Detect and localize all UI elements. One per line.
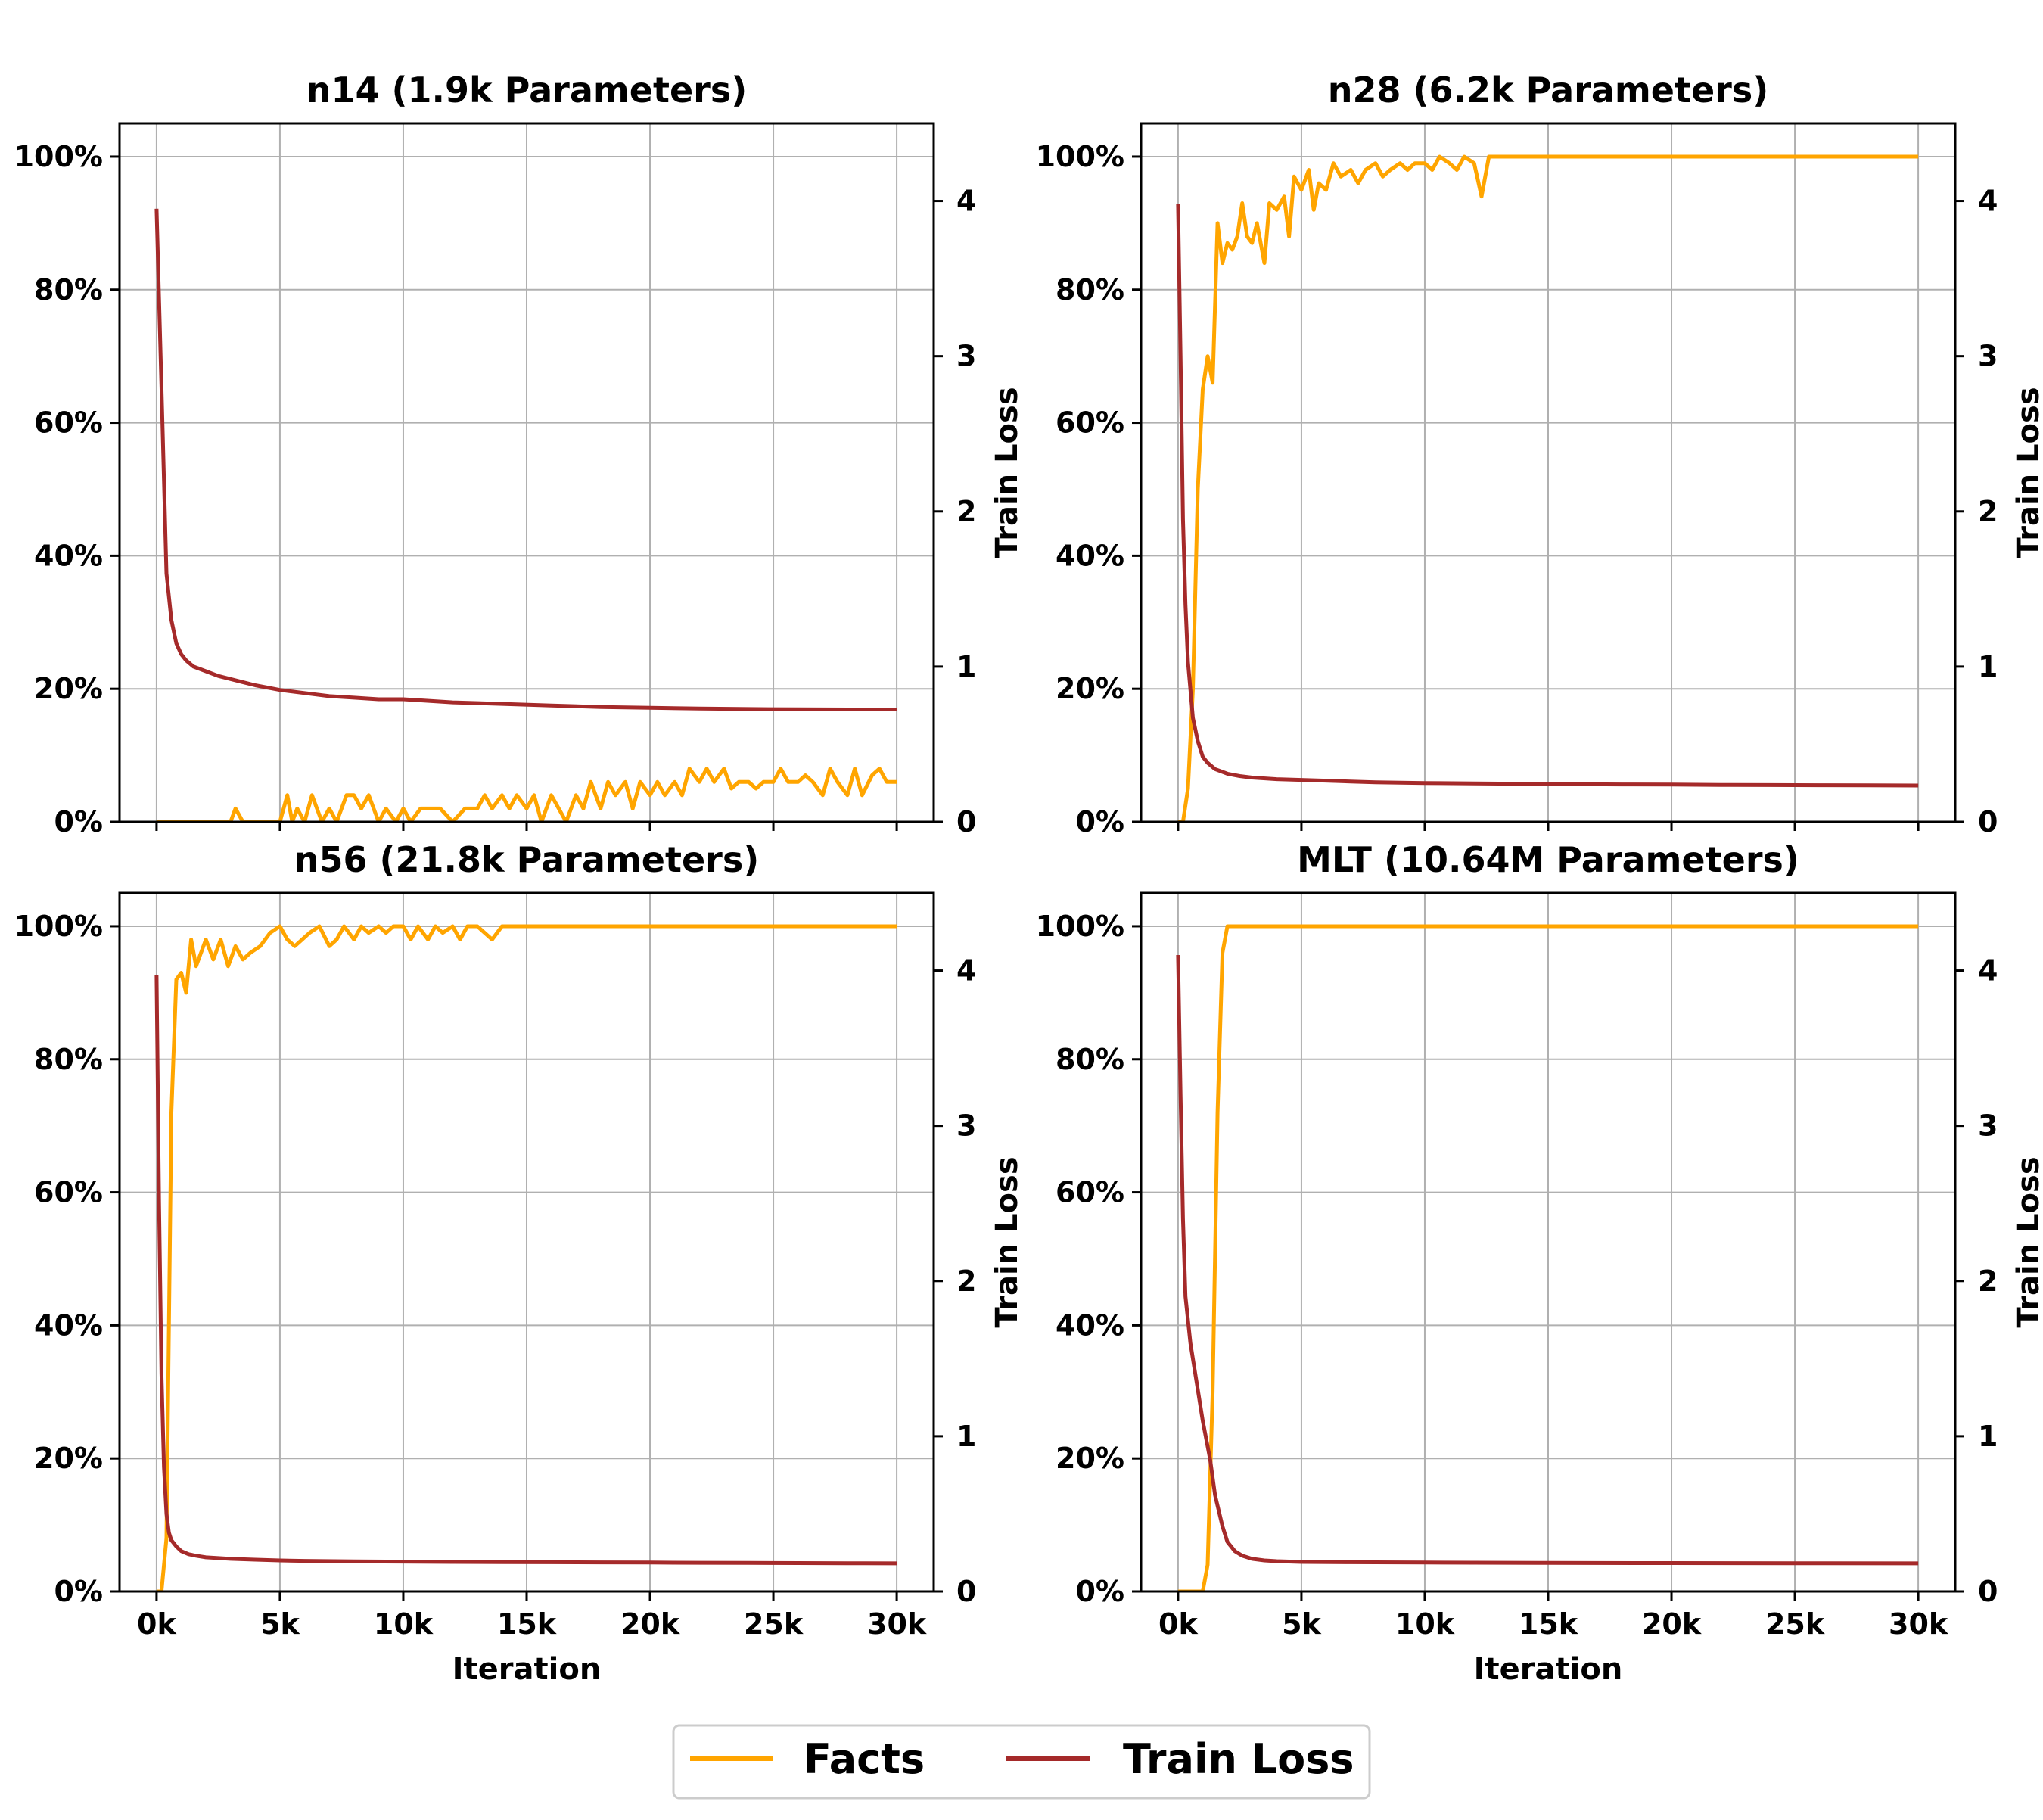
y-right-tick-label: 4	[1978, 954, 1998, 988]
series-train-loss-line	[1176, 204, 1919, 788]
y-left-tick-label: 40%	[34, 1308, 103, 1342]
y-right-axis-title: Train Loss	[990, 1156, 1025, 1327]
y-right-tick-label: 4	[1978, 185, 1998, 218]
x-tick-label: 30k	[1889, 1607, 1948, 1641]
y-right-tick-label: 4	[956, 185, 976, 218]
series-train-loss-line	[1176, 954, 1919, 1566]
y-right-tick-label: 3	[956, 1109, 976, 1143]
panel-n28: 0% 20% 40% 60% 80% 100% 0 1 2 3 4 Train Loss n28 (6.…	[1036, 70, 2043, 838]
x-tick-label: 25k	[1765, 1607, 1825, 1641]
y-left-tick-label: 100%	[14, 140, 103, 173]
legend: Facts Train Loss	[672, 1724, 1371, 1800]
y-left-tick-label: 60%	[1056, 406, 1124, 440]
y-left-tick-label: 20%	[1056, 672, 1124, 705]
x-tick-label: 10k	[1395, 1607, 1455, 1641]
y-left-tick-label: 80%	[34, 273, 103, 306]
y-right-tick-label: 1	[956, 650, 976, 683]
legend-box	[672, 1724, 1371, 1800]
y-right-tick-label: 1	[956, 1420, 976, 1453]
y-left-tick-label: 0%	[54, 805, 103, 838]
series-train-loss-line	[154, 208, 897, 711]
legend-train-loss-label: Train Loss	[1123, 1735, 1354, 1783]
x-tick-label: 15k	[497, 1607, 557, 1641]
y-right-tick-label: 3	[1978, 340, 1998, 373]
y-left-tick-label: 20%	[1056, 1442, 1124, 1475]
x-tick-label: 10k	[374, 1607, 434, 1641]
y-left-tick-label: 100%	[14, 910, 103, 943]
series-train-loss-line	[154, 975, 897, 1566]
y-left-tick-label: 0%	[1075, 805, 1124, 838]
y-left-tick-label: 60%	[1056, 1176, 1124, 1209]
y-right-tick-label: 0	[1978, 805, 1998, 838]
x-axis-title: Iteration	[1474, 1652, 1623, 1687]
y-right-tick-label: 0	[956, 805, 976, 838]
panel-n14: 0% 20% 40% 60% 80% 100% 0 1 2 3 4 Train Loss n14 (1.…	[14, 70, 1025, 838]
y-right-tick-label: 2	[1978, 1265, 1998, 1298]
x-tick-label: 20k	[620, 1607, 680, 1641]
y-right-tick-label: 1	[1978, 650, 1998, 683]
y-right-tick-label: 2	[956, 495, 976, 528]
y-right-tick-label: 4	[956, 954, 976, 988]
y-right-tick-label: 0	[956, 1575, 976, 1608]
series-facts-line	[1177, 924, 1919, 1591]
y-left-tick-label: 60%	[34, 1176, 103, 1209]
y-right-tick-label: 2	[956, 1265, 976, 1298]
y-left-tick-label: 40%	[34, 539, 103, 572]
x-tick-label: 25k	[744, 1607, 804, 1641]
legend-facts-label: Facts	[804, 1735, 925, 1783]
series-facts-line	[1177, 154, 1919, 822]
y-left-tick-label: 80%	[1056, 273, 1124, 306]
series-facts-line	[156, 767, 897, 822]
y-right-tick-label: 3	[956, 340, 976, 373]
y-left-tick-label: 20%	[34, 1442, 103, 1475]
x-tick-label: 20k	[1642, 1607, 1702, 1641]
y-left-tick-label: 40%	[1056, 539, 1124, 572]
y-left-tick-label: 40%	[1056, 1308, 1124, 1342]
y-left-tick-label: 60%	[34, 406, 103, 440]
x-tick-label: 30k	[867, 1607, 927, 1641]
y-left-tick-label: 0%	[1075, 1575, 1124, 1608]
x-tick-label: 5k	[260, 1607, 300, 1641]
y-right-tick-label: 3	[1978, 1109, 1998, 1143]
panel-title: n28 (6.2k Parameters)	[1328, 70, 1769, 110]
x-tick-label: 15k	[1519, 1607, 1578, 1641]
y-right-tick-label: 1	[1978, 1420, 1998, 1453]
y-left-tick-label: 80%	[1056, 1043, 1124, 1076]
panel-title: n56 (21.8k Parameters)	[294, 839, 760, 880]
panel-n56: 0% 20% 40% 60% 80% 100% 0 1 2 3 4 Train Loss 0k 5k 10k…	[14, 839, 1025, 1687]
y-right-tick-label: 0	[1978, 1575, 1998, 1608]
y-left-tick-label: 80%	[34, 1043, 103, 1076]
x-axis-title: Iteration	[452, 1652, 602, 1687]
y-right-tick-label: 2	[1978, 495, 1998, 528]
y-left-tick-label: 100%	[1036, 910, 1124, 943]
y-left-tick-label: 0%	[54, 1575, 103, 1608]
y-right-axis-title: Train Loss	[990, 387, 1025, 558]
panel-title: MLT (10.64M Parameters)	[1297, 839, 1799, 880]
y-right-axis-title: Train Loss	[2011, 387, 2043, 558]
y-right-axis-title: Train Loss	[2011, 1156, 2043, 1327]
x-tick-label: 5k	[1282, 1607, 1321, 1641]
y-left-tick-label: 100%	[1036, 140, 1124, 173]
series-facts-line	[156, 924, 897, 1591]
y-left-tick-label: 20%	[34, 672, 103, 705]
x-tick-label: 0k	[1158, 1607, 1198, 1641]
x-tick-label: 0k	[137, 1607, 176, 1641]
panel-mlt: 0% 20% 40% 60% 80% 100% 0 1 2 3 4 Train Loss 0k 5k 10k…	[1036, 839, 2043, 1687]
panel-title: n14 (1.9k Parameters)	[306, 70, 748, 110]
